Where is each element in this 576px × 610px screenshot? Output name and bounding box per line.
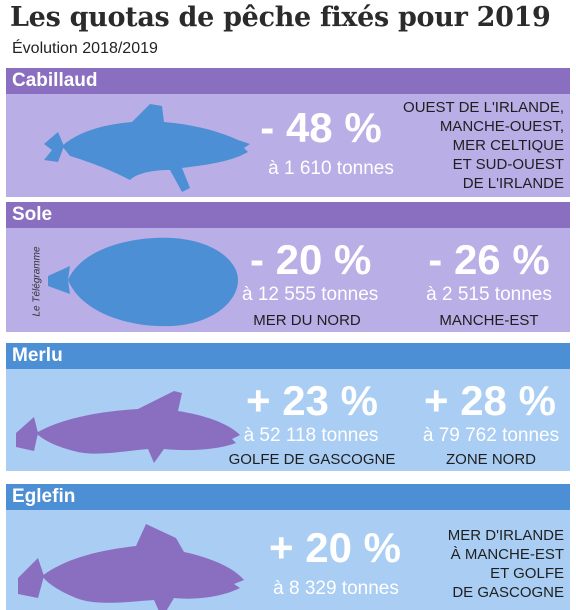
quota-tonnage: à 79 762 tonnes: [422, 425, 560, 446]
quota-change: - 26 %: [428, 236, 550, 283]
quota-zone: MER D'IRLANDE À MANCHE-EST ET GOLFE DE G…: [447, 527, 564, 601]
hake-fish-icon: [16, 391, 240, 463]
section-eglefin: Eglefin + 20 % à 8 329 tonnes MER D'IRLA…: [6, 484, 570, 610]
credit-label: Le Télégramme: [31, 246, 43, 317]
quota-change: + 28 %: [424, 377, 556, 424]
quota-change: - 20 %: [250, 236, 372, 283]
quota-tonnage: à 12 555 tonnes: [242, 284, 379, 305]
section-title-cabillaud: Cabillaud: [6, 68, 570, 94]
quota-tonnage: à 2 515 tonnes: [426, 284, 552, 305]
page-subtitle: Évolution 2018/2019: [12, 40, 158, 57]
section-merlu: Merlu + 23 % à 52 118 tonnes GOLFE DE GA…: [6, 343, 570, 471]
quota-change: + 23 %: [246, 377, 378, 424]
cod-fish-icon: [44, 104, 250, 192]
quota-zone: OUEST DE L'IRLANDE, MANCHE-OUEST, MER CE…: [403, 99, 564, 192]
sole-fish-icon: [48, 237, 238, 327]
section-cabillaud: Cabillaud - 48 % à 1 610 tonnes OUEST DE…: [6, 68, 570, 197]
section-title-eglefin: Eglefin: [6, 484, 570, 510]
quota-change: + 20 %: [269, 524, 401, 571]
quota-zone: ZONE NORD: [446, 451, 536, 468]
quota-zone: MER DU NORD: [253, 312, 361, 329]
page-title: Les quotas de pêche fixés pour 2019: [10, 2, 551, 33]
quota-zone: MANCHE-EST: [439, 312, 539, 329]
section-sole: Sole Le Télégramme - 20 % à 12 555 tonne…: [6, 202, 570, 332]
quota-tonnage: à 8 329 tonnes: [273, 578, 399, 599]
section-title-merlu: Merlu: [6, 343, 570, 369]
section-title-sole: Sole: [6, 202, 570, 228]
quota-change: - 48 %: [260, 104, 382, 151]
quota-tonnage: à 52 118 tonnes: [243, 425, 379, 446]
quota-zone: GOLFE DE GASCOGNE: [228, 451, 396, 468]
quota-tonnage: à 1 610 tonnes: [268, 158, 394, 179]
haddock-fish-icon: [18, 524, 244, 610]
